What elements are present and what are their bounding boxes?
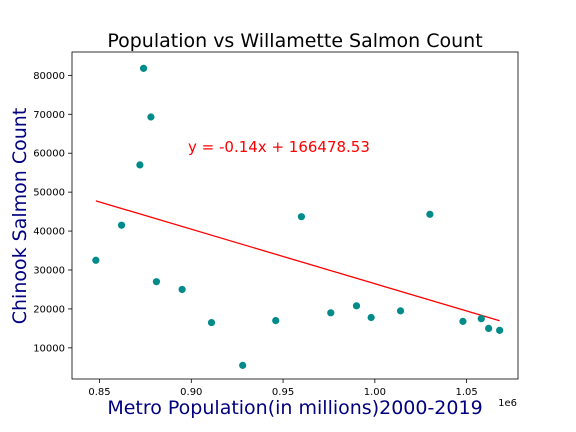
y-tick-label: 80000 [33, 71, 65, 82]
data-point [207, 318, 216, 327]
plot-area [71, 51, 519, 380]
data-point [485, 324, 493, 332]
data-point [327, 309, 335, 317]
y-tick-label: 60000 [33, 149, 65, 160]
data-point [117, 221, 126, 229]
x-tick-label: 0.85 [88, 387, 110, 398]
y-tick-label: 30000 [33, 266, 65, 277]
regression-equation: y = -0.14x + 166478.53 [188, 138, 370, 156]
data-point [367, 313, 375, 322]
data-point [426, 210, 434, 218]
data-point [147, 113, 155, 121]
data-point [477, 315, 485, 323]
data-point [136, 161, 144, 169]
y-tick-label: 50000 [33, 188, 65, 199]
plot-frame [71, 51, 519, 380]
data-point [152, 278, 161, 286]
y-tick-label: 40000 [33, 227, 65, 238]
data-point [272, 317, 280, 325]
data-point [352, 302, 361, 310]
data-point [496, 326, 504, 334]
y-tick-label: 70000 [33, 110, 65, 121]
y-axis-label: Chinook Salmon Count [9, 108, 31, 325]
data-points [92, 64, 504, 369]
data-point [92, 256, 100, 264]
y-tick-label: 20000 [33, 304, 65, 315]
x-axis: 0.85 0.90 0.95 1.00 1.05 [88, 379, 478, 398]
data-point [396, 307, 405, 315]
data-point [459, 317, 467, 325]
x-axis-label: Metro Population(in millions)2000-2019 [107, 397, 482, 419]
x-axis-offset-label: 1e6 [498, 398, 517, 409]
chart-title: Population vs Willamette Salmon Count [107, 30, 482, 52]
x-tick-label: 0.95 [272, 387, 294, 398]
regression-line-group [95, 200, 500, 322]
x-tick-label: 1.00 [364, 387, 386, 398]
x-tick-label: 1.05 [455, 387, 477, 398]
regression-line [95, 200, 500, 322]
data-point [297, 213, 306, 221]
y-axis: 10000 20000 30000 40000 50000 60000 70000 80000 [33, 71, 72, 354]
data-point [178, 285, 186, 294]
x-tick-label: 0.90 [180, 387, 202, 398]
y-tick-label: 10000 [33, 343, 65, 354]
data-point [139, 64, 148, 72]
data-point [239, 361, 247, 369]
